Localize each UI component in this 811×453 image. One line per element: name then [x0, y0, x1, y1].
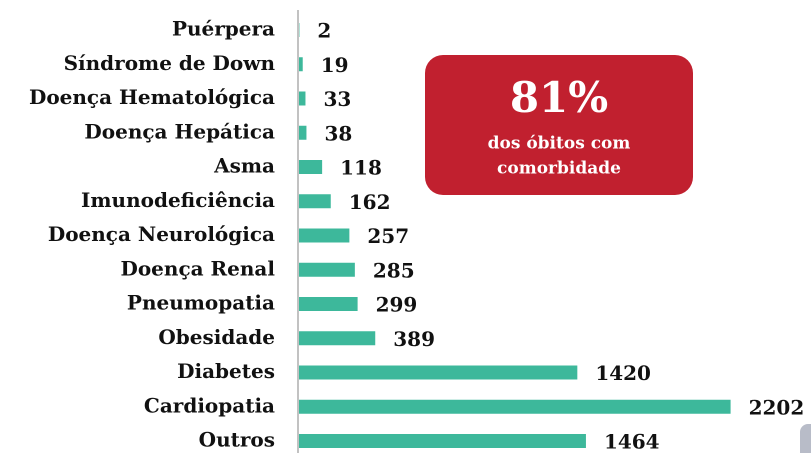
corner-decoration [800, 424, 811, 453]
value-label: 38 [324, 121, 352, 145]
category-label: Doença Hematológica [29, 85, 275, 109]
bar [299, 125, 307, 140]
value-label: 162 [349, 190, 391, 214]
bar [299, 399, 731, 414]
callout-text: dos óbitos com [488, 134, 631, 154]
bar [299, 194, 331, 209]
category-label: Outros [199, 428, 275, 452]
value-label: 118 [340, 156, 382, 180]
bar [299, 331, 376, 346]
callout-box [425, 55, 693, 195]
category-label: Síndrome de Down [64, 51, 276, 75]
category-label: Diabetes [177, 359, 275, 383]
callout-value: 81% [510, 73, 608, 122]
bar [299, 434, 586, 448]
value-label: 389 [393, 327, 435, 351]
bar [299, 228, 350, 243]
value-label: 1464 [604, 430, 660, 453]
value-label: 257 [367, 224, 409, 248]
category-label: Doença Hepática [84, 119, 275, 143]
value-label: 2 [317, 19, 331, 43]
value-label: 285 [373, 258, 415, 282]
value-label: 1420 [595, 361, 651, 385]
value-label: 2202 [749, 395, 805, 419]
bar [299, 57, 303, 72]
bar [299, 262, 355, 277]
category-label: Puérpera [172, 17, 275, 41]
callout-text: comorbidade [497, 159, 621, 179]
bar [299, 297, 358, 311]
category-label: Doença Renal [121, 256, 276, 280]
category-label: Cardiopatia [144, 393, 275, 417]
category-label: Obesidade [158, 325, 275, 349]
category-label: Pneumopatia [127, 291, 275, 315]
category-label: Imunodeficiência [81, 188, 275, 212]
bar [299, 91, 306, 106]
value-label: 19 [321, 53, 349, 77]
bar [299, 160, 323, 174]
bar [299, 365, 578, 380]
category-label: Asma [213, 154, 275, 178]
value-label: 299 [376, 293, 418, 317]
category-label: Doença Neurológica [48, 222, 275, 246]
value-label: 33 [323, 87, 351, 111]
